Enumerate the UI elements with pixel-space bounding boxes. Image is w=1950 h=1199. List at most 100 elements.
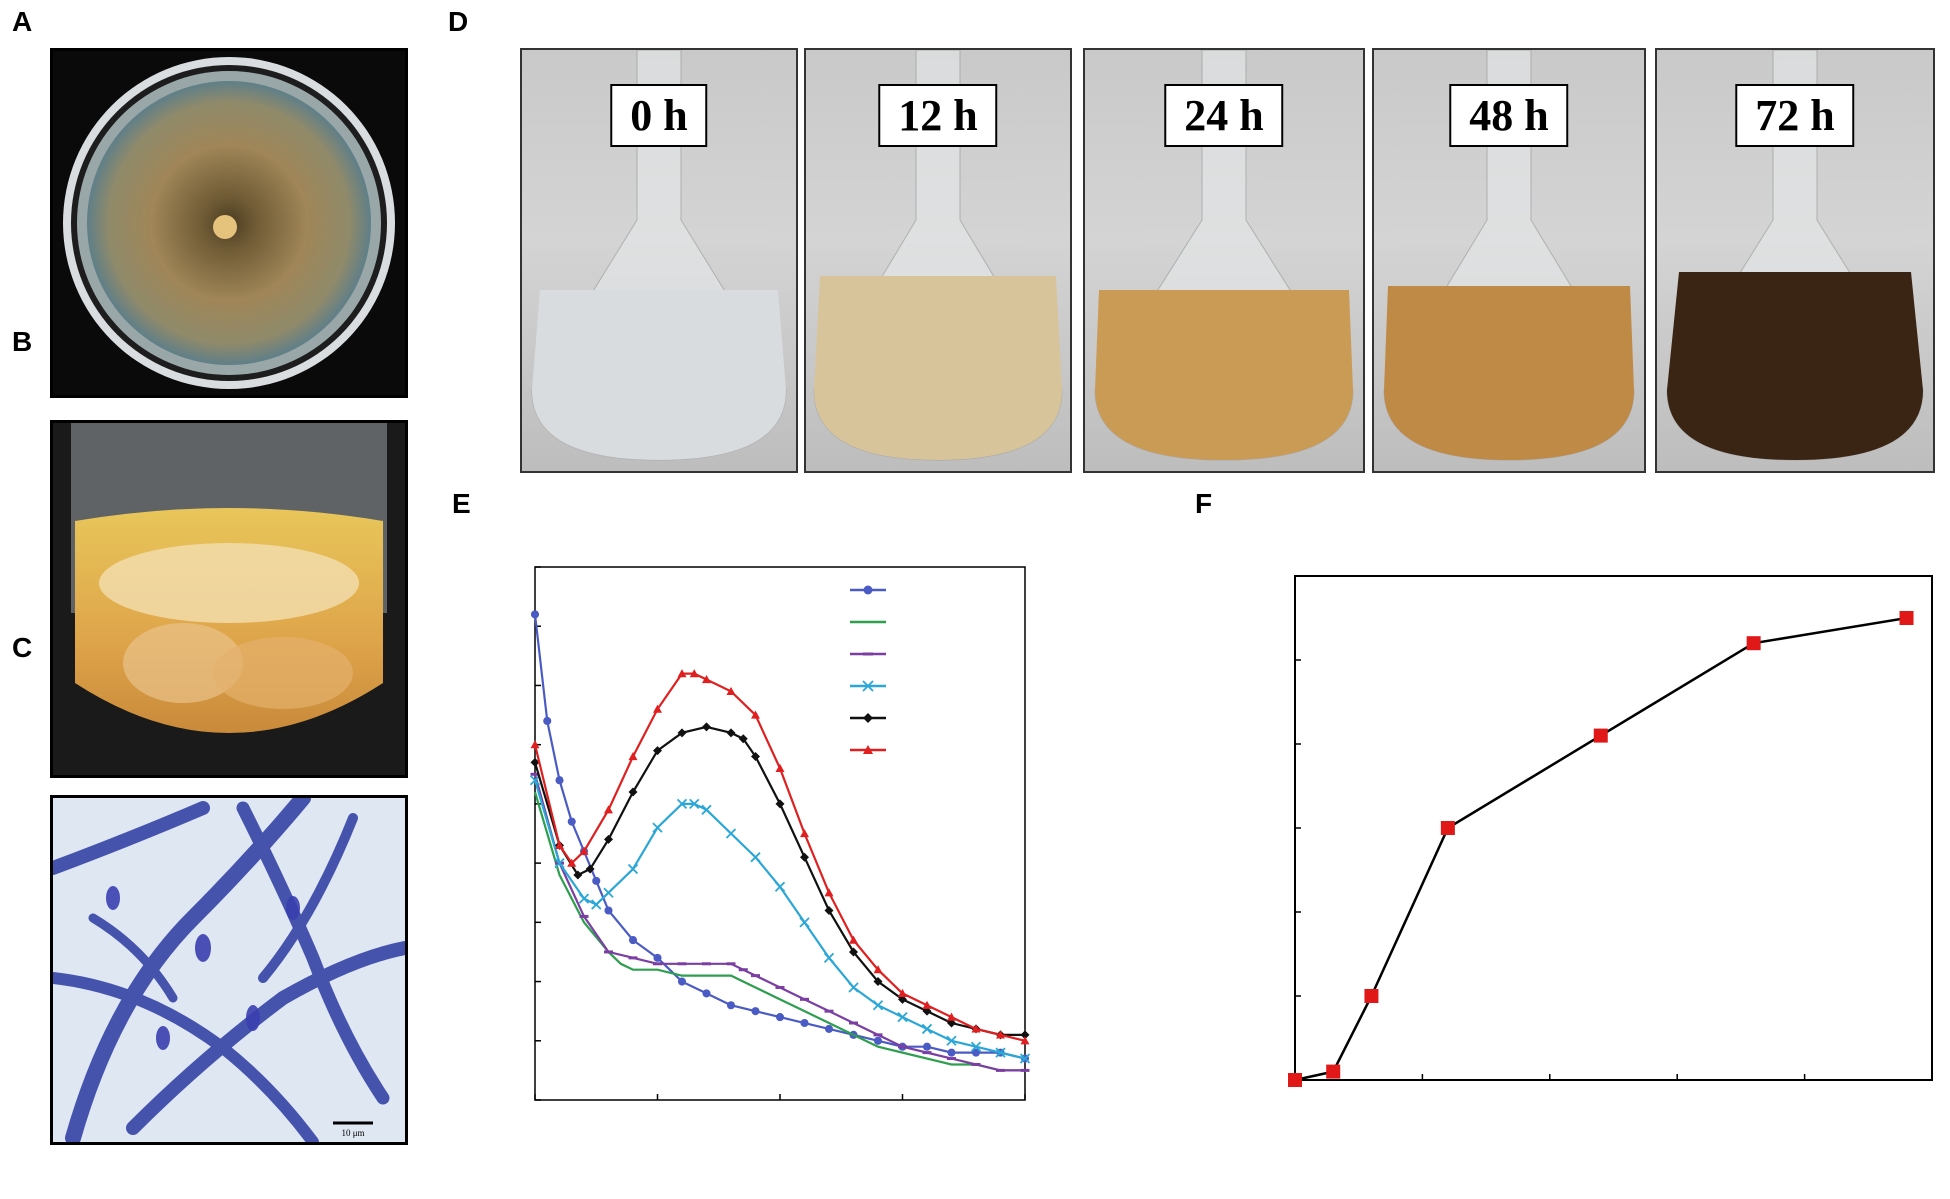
flask-72h: 72 h bbox=[1655, 48, 1935, 473]
panel-label-b: B bbox=[12, 326, 33, 357]
series-line-0-h bbox=[533, 614, 1026, 1060]
data-point-circle bbox=[604, 906, 613, 915]
data-point-x bbox=[872, 1000, 884, 1011]
data-point-x bbox=[921, 1023, 933, 1035]
flask-liquid bbox=[1384, 286, 1634, 460]
data-point-square bbox=[1288, 1073, 1302, 1087]
data-point-triangle bbox=[824, 888, 834, 897]
data-point-square bbox=[1440, 821, 1455, 835]
data-point-x bbox=[591, 899, 602, 910]
data-point-square bbox=[1326, 1064, 1341, 1079]
data-point-circle bbox=[863, 585, 873, 595]
flask-0h: 0 h bbox=[520, 48, 798, 473]
data-point-triangle bbox=[971, 1024, 981, 1033]
data-point-diamond bbox=[653, 746, 662, 756]
data-point-circle bbox=[751, 1007, 760, 1016]
data-point-circle bbox=[628, 936, 638, 945]
panel-label-c: C bbox=[12, 632, 33, 663]
data-point-square bbox=[1593, 728, 1608, 743]
data-point-diamond bbox=[702, 722, 711, 732]
flask-time-label: 12 h bbox=[878, 84, 998, 147]
data-point-triangle bbox=[702, 675, 711, 684]
panel-label-d: D bbox=[448, 6, 469, 37]
petri-dish-graphic bbox=[63, 57, 395, 389]
flask-liquid bbox=[1667, 272, 1923, 460]
flask-48h: 48 h bbox=[1372, 48, 1646, 473]
data-point-triangle bbox=[751, 710, 760, 719]
data-point-circle bbox=[775, 1013, 785, 1022]
panel-label-f: F bbox=[1195, 488, 1213, 519]
data-point-square bbox=[1899, 611, 1914, 625]
data-point-diamond bbox=[1020, 1030, 1030, 1040]
data-point-triangle bbox=[567, 858, 577, 867]
data-point-x bbox=[799, 917, 810, 928]
culture-jar-photo bbox=[50, 420, 408, 778]
flask-time-label: 48 h bbox=[1449, 84, 1569, 147]
series-line-6-h bbox=[533, 791, 1025, 1072]
flask-24h: 24 h bbox=[1083, 48, 1365, 473]
data-point-circle bbox=[592, 876, 601, 885]
data-point-triangle bbox=[1020, 1036, 1030, 1045]
data-point-diamond bbox=[530, 757, 540, 767]
data-point-diamond bbox=[800, 852, 809, 862]
data-point-triangle bbox=[947, 1012, 956, 1021]
data-point-diamond bbox=[863, 713, 873, 723]
series-line-Absorbance bbox=[1294, 616, 1907, 1082]
uv-vis-spectra-chart bbox=[529, 566, 1031, 1101]
flask-graphic bbox=[1094, 50, 1354, 461]
data-point-triangle bbox=[530, 740, 540, 749]
data-point-x bbox=[529, 775, 541, 786]
data-point-triangle bbox=[579, 846, 589, 855]
data-point-diamond bbox=[604, 834, 613, 844]
data-point-circle bbox=[567, 817, 576, 826]
data-point-circle bbox=[543, 716, 552, 726]
data-point-square bbox=[1364, 989, 1379, 1003]
data-point-x bbox=[578, 893, 590, 904]
data-point-circle bbox=[702, 989, 711, 998]
data-point-x bbox=[848, 982, 859, 993]
data-point-triangle bbox=[604, 805, 613, 814]
flask-time-label: 72 h bbox=[1735, 84, 1855, 147]
data-point-x bbox=[603, 887, 614, 898]
data-point-triangle bbox=[775, 763, 785, 772]
data-point-triangle bbox=[849, 935, 858, 944]
flask-liquid bbox=[532, 290, 786, 460]
data-point-triangle bbox=[922, 1000, 932, 1009]
flask-12h: 12 h bbox=[804, 48, 1072, 473]
data-point-x bbox=[970, 1041, 982, 1052]
plot-frame bbox=[1294, 575, 1933, 1081]
data-point-triangle bbox=[873, 965, 883, 974]
micrograph-photo: 10 μm bbox=[50, 795, 408, 1145]
data-point-circle bbox=[530, 610, 540, 619]
data-point-triangle bbox=[863, 745, 873, 754]
data-point-circle bbox=[922, 1042, 932, 1051]
data-point-triangle bbox=[677, 669, 687, 678]
data-point-circle bbox=[824, 1024, 834, 1033]
data-point-x bbox=[995, 1047, 1006, 1058]
flask-time-label: 24 h bbox=[1164, 84, 1284, 147]
flask-graphic bbox=[1666, 50, 1924, 461]
data-point-diamond bbox=[677, 728, 687, 738]
data-point-x bbox=[701, 804, 712, 815]
flask-graphic bbox=[531, 50, 787, 461]
data-point-diamond bbox=[849, 947, 858, 957]
data-point-triangle bbox=[800, 829, 809, 838]
data-point-diamond bbox=[573, 870, 583, 880]
flask-graphic bbox=[813, 50, 1063, 461]
data-point-x bbox=[652, 822, 663, 833]
data-point-circle bbox=[873, 1036, 883, 1045]
panel-label-a: A bbox=[12, 6, 33, 37]
data-point-diamond bbox=[898, 994, 907, 1004]
data-point-diamond bbox=[628, 787, 638, 797]
data-point-circle bbox=[971, 1048, 981, 1057]
data-point-triangle bbox=[726, 686, 736, 695]
data-point-triangle bbox=[628, 752, 638, 761]
series-line-12-h bbox=[533, 773, 1025, 1072]
data-point-square bbox=[1746, 636, 1761, 651]
data-point-diamond bbox=[726, 728, 736, 738]
scale-bar-label: 10 μm bbox=[341, 1128, 364, 1138]
data-point-diamond bbox=[922, 1006, 932, 1016]
data-point-diamond bbox=[873, 977, 883, 987]
data-point-x bbox=[750, 852, 761, 863]
flask-liquid bbox=[1095, 290, 1353, 460]
